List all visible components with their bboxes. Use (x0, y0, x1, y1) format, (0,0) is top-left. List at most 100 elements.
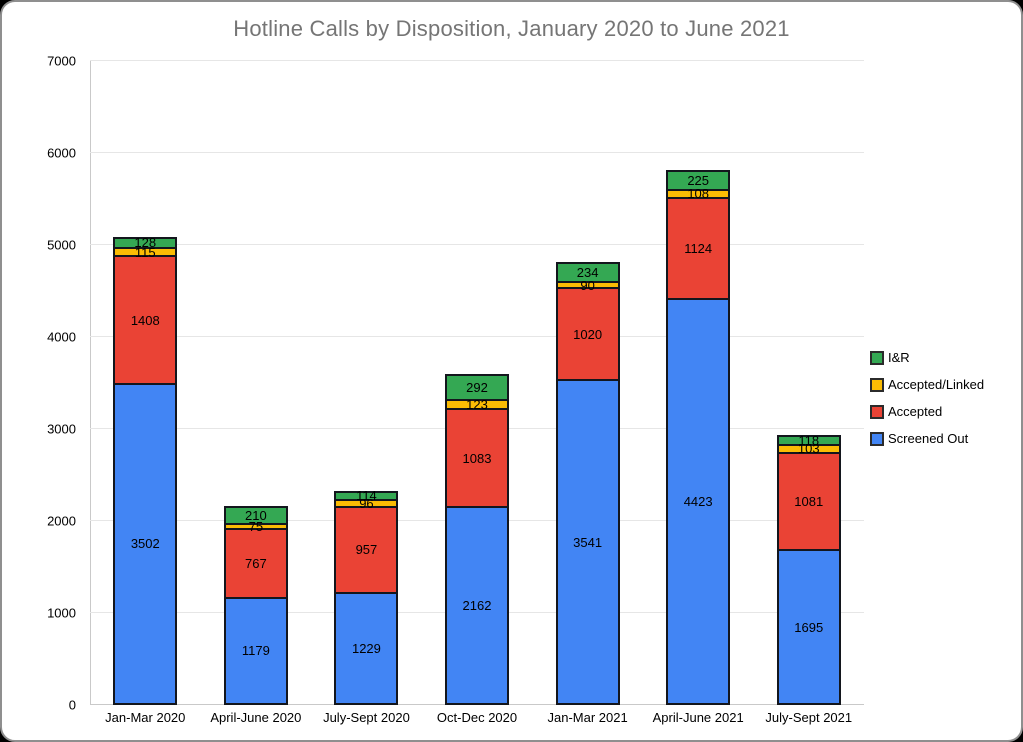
bars-area: 128 115 1408 3502 210 75 767 1179 114 96 957 1229 29… (90, 61, 864, 705)
segment-i-r: 118 (776, 433, 841, 449)
chart-title: Hotline Calls by Disposition, January 20… (233, 16, 790, 41)
segment-i-r: 292 (445, 374, 510, 402)
segment-value-label: 225 (687, 172, 710, 188)
segment-value-label: 3502 (130, 536, 160, 552)
segment-value-label: 1229 (351, 640, 381, 656)
bar-stack-jan-mar-2020: 128 115 1408 3502 (113, 61, 178, 705)
y-axis: 0 1000 2000 3000 4000 5000 6000 7000 (2, 55, 82, 712)
y-tick-label-2000: 2000 (47, 513, 76, 529)
segment-value-label: 103 (797, 441, 820, 457)
segment-accepted: 1081 (776, 451, 841, 552)
x-axis: Jan-Mar 2020 April-June 2020 July-Sept 202… (90, 710, 864, 725)
segment-value-label: 108 (687, 186, 710, 202)
segment-screened-out: 2162 (445, 506, 510, 705)
segment-value-label: 957 (355, 542, 378, 558)
bar-group-jan-mar-2021: 234 90 1020 3541 (532, 61, 643, 705)
segment-value-label: 292 (466, 380, 488, 396)
x-tick-label-oct-dec-2020: Oct-Dec 2020 (436, 710, 518, 725)
bar-stack-july-sept-2020: 114 96 957 1229 (334, 61, 399, 705)
segment-value-label: 767 (245, 555, 267, 571)
bar-group-april-june-2020: 210 75 767 1179 (201, 61, 312, 705)
segment-value-label: 1179 (241, 643, 270, 659)
x-tick-label-april-june-2020: April-June 2020 (210, 710, 302, 725)
segment-value-label: 3541 (573, 534, 603, 550)
segment-value-label: 210 (245, 507, 267, 523)
segment-value-label: 128 (134, 235, 157, 251)
y-tick-label-3000: 3000 (47, 421, 76, 437)
legend-marker-i-r (870, 350, 884, 365)
legend-label: Accepted (888, 404, 943, 419)
legend-marker-accepted-linked (870, 377, 884, 392)
segment-accepted-linked: 90 (555, 277, 620, 293)
x-tick-label-july-sept-2020: July-Sept 2020 (323, 710, 410, 725)
segment-value-label: 118 (798, 433, 820, 449)
bar-stack-jan-mar-2021: 234 90 1020 3541 (555, 61, 620, 705)
segment-accepted: 1020 (555, 287, 620, 382)
segment-i-r: 234 (555, 261, 620, 284)
segment-value-label: 4423 (683, 494, 713, 510)
y-tick-label-4000: 4000 (47, 329, 76, 345)
segment-screened-out: 3541 (555, 379, 620, 705)
segment-i-r: 128 (113, 235, 178, 251)
bar-group-oct-dec-2020: 292 123 1083 2162 (422, 61, 533, 705)
segment-accepted: 957 (334, 505, 399, 594)
y-tick-label-6000: 6000 (47, 145, 76, 161)
segment-screened-out: 4423 (666, 298, 731, 705)
segment-value-label: 234 (576, 264, 599, 280)
segment-value-label: 1695 (794, 619, 824, 635)
segment-screened-out: 1179 (223, 596, 288, 705)
segment-accepted: 1408 (113, 255, 178, 385)
segment-value-label: 123 (466, 397, 488, 413)
legend-marker-screened-out (870, 431, 884, 446)
y-axis-line (90, 61, 91, 705)
legend-item-i-r: I&R (870, 344, 984, 371)
legend-item-accepted: Accepted (870, 398, 984, 425)
y-tick-label-0: 0 (68, 697, 76, 713)
segment-i-r: 114 (334, 488, 399, 504)
y-tick-label-1000: 1000 (47, 605, 76, 621)
gridline-7000 (90, 60, 864, 61)
legend-label: Screened Out (888, 431, 969, 446)
bar-stack-april-june-2021: 225 108 1124 4423 (666, 61, 731, 705)
segment-value-label: 96 (359, 496, 374, 511)
y-tick-label-7000: 7000 (47, 53, 76, 69)
segment-value-label: 114 (356, 488, 377, 504)
legend-marker-accepted (870, 404, 884, 419)
segment-value-label: 90 (580, 277, 595, 293)
y-tick-label-5000: 5000 (47, 237, 76, 253)
segment-screened-out: 3502 (113, 382, 178, 705)
bar-stack-april-june-2020: 210 75 767 1179 (223, 61, 288, 705)
segment-accepted: 1124 (666, 196, 731, 301)
gridline-6000 (90, 152, 864, 153)
segment-value-label: 1020 (573, 326, 603, 342)
legend: I&R Accepted/Linked Accepted Screened Out (870, 344, 984, 452)
bar-group-jan-mar-2020: 128 115 1408 3502 (90, 61, 201, 705)
legend-item-screened-out: Screened Out (870, 425, 984, 452)
segment-value-label: 1124 (684, 240, 713, 256)
bar-stack-july-sept-2021: 118 103 1081 1695 (776, 61, 841, 705)
gridline-4000 (90, 336, 864, 337)
x-tick-label-jan-mar-2020: Jan-Mar 2020 (105, 710, 186, 725)
bar-stack-oct-dec-2020: 292 123 1083 2162 (445, 61, 510, 705)
segment-accepted: 767 (223, 527, 288, 599)
x-tick-label-april-june-2021: April-June 2021 (652, 710, 744, 725)
x-tick-label-july-sept-2021: July-Sept 2021 (765, 710, 853, 725)
plot-area: 128 115 1408 3502 210 75 767 1179 114 96 957 1229 29… (90, 60, 864, 705)
bar-group-july-sept-2021: 118 103 1081 1695 (753, 61, 864, 705)
segment-value-label: 2162 (462, 598, 492, 614)
x-tick-label-jan-mar-2021: Jan-Mar 2021 (547, 710, 628, 725)
segment-accepted-linked: 123 (445, 397, 510, 413)
segment-accepted-linked: 103 (776, 441, 841, 457)
segment-value-label: 115 (134, 244, 156, 260)
legend-label: I&R (888, 350, 910, 365)
segment-value-label: 1083 (462, 450, 492, 466)
gridline-5000 (90, 244, 864, 245)
segment-accepted-linked: 115 (113, 244, 178, 260)
segment-screened-out: 1695 (776, 549, 841, 705)
bar-group-april-june-2021: 225 108 1124 4423 (643, 61, 754, 705)
bar-group-july-sept-2020: 114 96 957 1229 (311, 61, 422, 705)
segment-accepted-linked: 75 (223, 520, 288, 533)
segment-accepted: 1083 (445, 408, 510, 509)
segment-accepted-linked: 96 (334, 496, 399, 511)
